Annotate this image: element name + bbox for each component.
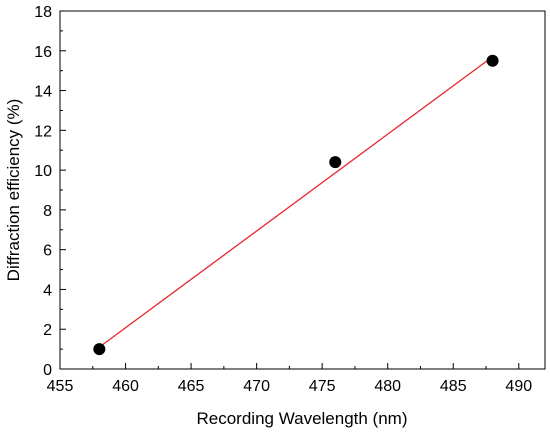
x-tick-label: 485 [440, 378, 467, 395]
y-tick-label: 2 [43, 322, 52, 339]
data-point [329, 156, 342, 169]
y-tick-label: 8 [43, 203, 52, 220]
x-tick-label: 460 [112, 378, 139, 395]
x-axis-label: Recording Wavelength (nm) [196, 409, 407, 428]
x-tick-label: 480 [374, 378, 401, 395]
y-tick-label: 14 [34, 84, 52, 101]
y-tick-label: 18 [34, 4, 52, 21]
y-tick-label: 12 [34, 123, 52, 140]
x-tick-label: 490 [505, 378, 532, 395]
y-tick-label: 0 [43, 362, 52, 379]
x-tick-label: 455 [47, 378, 74, 395]
y-axis-label: Diffraction efficiency (%) [4, 99, 23, 282]
fit-line [98, 56, 493, 348]
x-tick-label: 470 [243, 378, 270, 395]
y-axis-ticks: 0 2 4 6 8 10 12 14 16 18 [34, 4, 66, 379]
y-tick-label: 16 [34, 44, 52, 61]
series-layer [93, 54, 499, 356]
plot-frame [59, 10, 546, 370]
y-tick-label: 10 [34, 163, 52, 180]
data-point [93, 343, 106, 356]
x-tick-label: 465 [178, 378, 205, 395]
y-tick-label: 6 [43, 243, 52, 260]
data-point [486, 54, 499, 67]
x-tick-label: 475 [309, 378, 336, 395]
x-axis-ticks: 455 460 465 470 475 480 485 490 [47, 363, 532, 395]
y-tick-label: 4 [43, 282, 52, 299]
